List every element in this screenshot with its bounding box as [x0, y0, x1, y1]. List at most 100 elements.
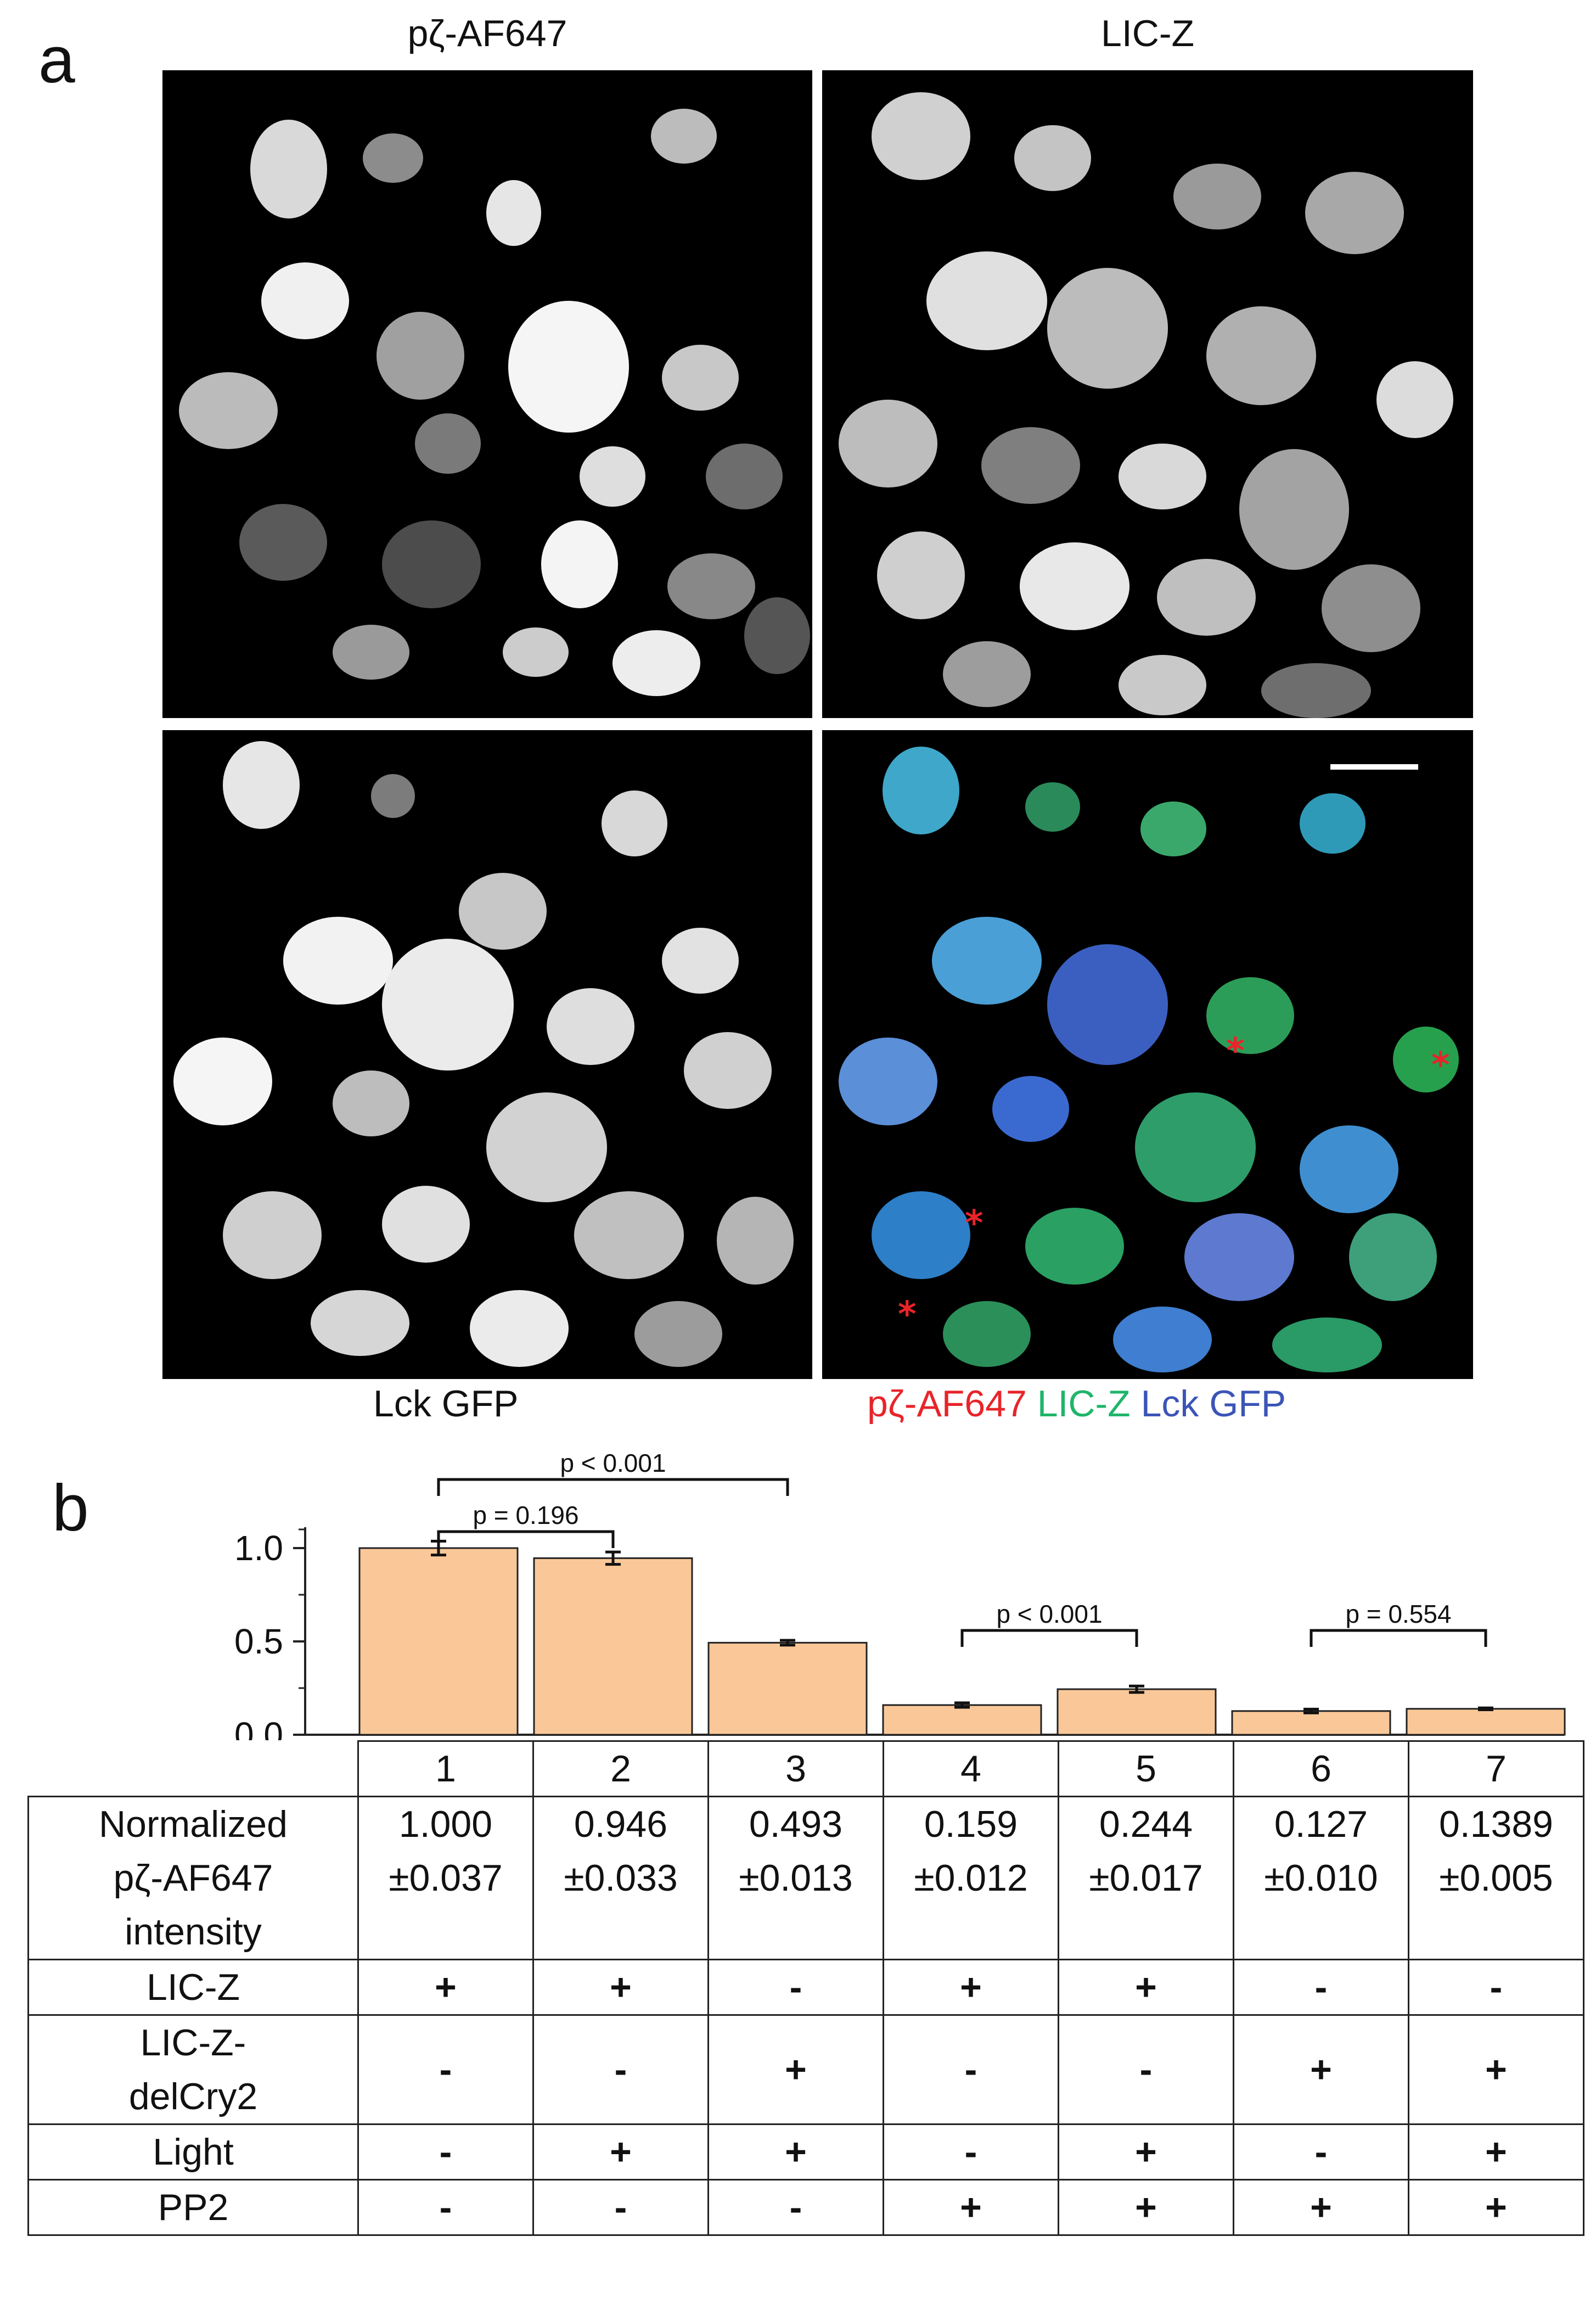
micrograph-lck-gfp-drawing: [173, 741, 794, 1367]
table-row-intensity: Normalized pζ-AF647 intensity 1.000 ±0.037 0.…: [27, 1796, 1584, 1960]
condition-mark: +: [1058, 1959, 1234, 2016]
intensity-value-line: 0.127: [1274, 1803, 1368, 1845]
row-label-line: LIC-Z: [147, 1966, 240, 2008]
intensity-value: 0.1389 ±0.005: [1408, 1796, 1584, 1960]
merge-legend: pζ-AF647 LIC-Z Lck GFP: [867, 1382, 1286, 1425]
intensity-value-line: ±0.017: [1089, 1857, 1203, 1899]
row-label: PP2: [27, 2179, 359, 2236]
bar-3: [707, 1641, 868, 1736]
micrograph-lck-gfp: [162, 730, 812, 1379]
condition-mark: -: [707, 1959, 884, 2016]
bar-7: [1406, 1708, 1566, 1736]
condition-mark: +: [1408, 2179, 1584, 2236]
merge-legend-red: pζ-AF647: [867, 1383, 1027, 1425]
condition-mark: -: [1233, 2123, 1409, 2181]
intensity-value: 0.159 ±0.012: [883, 1796, 1059, 1960]
condition-mark: +: [883, 2179, 1059, 2236]
column-header: 7: [1408, 1740, 1584, 1797]
condition-mark: +: [707, 2123, 884, 2181]
intensity-value-line: ±0.012: [914, 1857, 1028, 1899]
significance-label: p = 0.554: [1345, 1600, 1451, 1628]
micrograph-pzeta-drawing: [179, 109, 810, 696]
row-label-line: Normalized: [99, 1803, 288, 1845]
svg-text:*: *: [898, 1294, 916, 1335]
table-row: PP2- - - + + + +: [27, 2179, 1584, 2236]
row-label-line: pζ-AF647: [113, 1857, 273, 1899]
condition-mark: -: [1233, 1959, 1409, 2016]
bar-6: [1231, 1710, 1391, 1736]
intensity-value: 0.493 ±0.013: [707, 1796, 884, 1960]
bar-4: [882, 1704, 1042, 1736]
merge-legend-green: LIC-Z: [1037, 1383, 1131, 1425]
significance-bracket: [960, 1629, 1138, 1647]
condition-mark: +: [883, 1959, 1059, 2016]
intensity-value: 0.946 ±0.033: [532, 1796, 709, 1960]
intensity-value-line: 0.1389: [1439, 1803, 1553, 1845]
intensity-value-line: 0.946: [574, 1803, 668, 1845]
row-label-line: PP2: [158, 2187, 229, 2228]
intensity-value: 0.127 ±0.010: [1233, 1796, 1409, 1960]
condition-mark: -: [357, 2014, 534, 2125]
micrograph-pzeta-af647: [162, 70, 812, 718]
micrograph-merge: * * * *: [822, 730, 1473, 1379]
condition-mark: +: [1233, 2014, 1409, 2125]
condition-mark: +: [1058, 2123, 1234, 2181]
condition-mark: -: [532, 2014, 709, 2125]
svg-text:*: *: [1431, 1045, 1449, 1086]
panel-a-label: a: [38, 23, 75, 97]
row-label-line: Light: [153, 2131, 234, 2173]
micrograph-licz: [822, 70, 1473, 718]
intensity-value-line: ±0.005: [1439, 1857, 1553, 1899]
intensity-value: 0.244 ±0.017: [1058, 1796, 1234, 1960]
significance-label: p = 0.196: [473, 1501, 578, 1529]
micrograph-licz-drawing: [839, 92, 1453, 718]
svg-text:*: *: [965, 1203, 983, 1244]
row-label-intensity: Normalized pζ-AF647 intensity: [27, 1796, 359, 1960]
condition-mark: -: [357, 2179, 534, 2236]
row-label: Light: [27, 2123, 359, 2181]
intensity-value: 1.000 ±0.037: [357, 1796, 534, 1960]
condition-mark: -: [357, 2123, 534, 2181]
condition-mark: +: [1058, 2179, 1234, 2236]
intensity-value-line: 0.244: [1099, 1803, 1193, 1845]
intensity-value-line: ±0.037: [389, 1857, 503, 1899]
intensity-value-line: ±0.013: [739, 1857, 853, 1899]
intensity-value-line: 0.493: [749, 1803, 843, 1845]
image-title-licz: LIC-Z: [1101, 13, 1194, 54]
intensity-value-line: ±0.010: [1264, 1857, 1378, 1899]
column-header: 1: [357, 1740, 534, 1797]
column-header: 5: [1058, 1740, 1234, 1797]
column-header: 3: [707, 1740, 884, 1797]
y-tick-label: 0.5: [234, 1622, 283, 1661]
condition-mark: -: [1408, 1959, 1584, 2016]
condition-mark: +: [532, 1959, 709, 2016]
table-row: LIC-Z-delCry2- - + - - + +: [27, 2014, 1584, 2125]
merge-legend-blue-1: Lck: [1140, 1383, 1199, 1425]
column-header: 4: [883, 1740, 1059, 1797]
merge-legend-blue-2: GFP: [1209, 1383, 1286, 1425]
bar-5: [1056, 1688, 1217, 1736]
y-tick-label: 0.0: [234, 1715, 283, 1740]
condition-mark: +: [707, 2014, 884, 2125]
condition-mark: +: [357, 1959, 534, 2016]
table-row: LIC-Z + + - + + - -: [27, 1959, 1584, 2016]
condition-mark: -: [1058, 2014, 1234, 2125]
row-label-line: intensity: [125, 1911, 262, 1953]
condition-mark: +: [1408, 2014, 1584, 2125]
significance-bracket: [1310, 1629, 1487, 1647]
condition-mark: +: [532, 2123, 709, 2181]
y-tick-label: 1.0: [234, 1528, 283, 1568]
condition-mark: -: [883, 2014, 1059, 2125]
bar-2: [533, 1557, 693, 1736]
image-title-lck-gfp: Lck GFP: [373, 1383, 519, 1425]
row-label: LIC-Z-delCry2: [27, 2014, 359, 2125]
condition-mark: -: [707, 2179, 884, 2236]
micrograph-merge-drawing: * * * *: [839, 747, 1459, 1372]
conditions-table: 1 2 3 4 5 6 7 Normalized pζ-AF647 intensity 1.000 ±…: [27, 1740, 1584, 2236]
row-label-line: LIC-Z-: [140, 2022, 246, 2064]
row-label-line: delCry2: [128, 2076, 258, 2117]
intensity-value-line: 1.000: [398, 1803, 493, 1845]
significance-label: p < 0.001: [996, 1600, 1102, 1628]
column-header: 2: [532, 1740, 709, 1797]
